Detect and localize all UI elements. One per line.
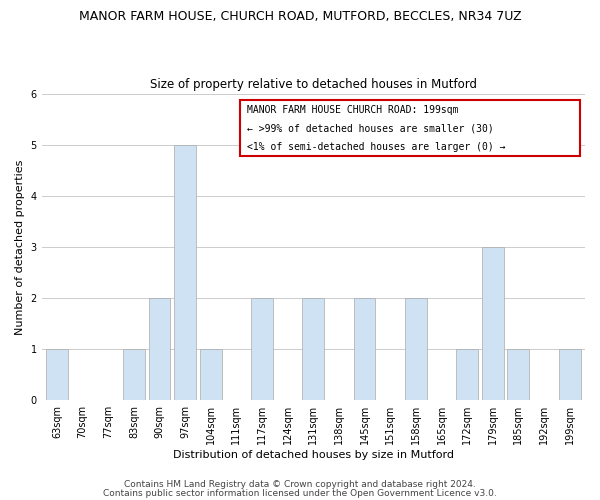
- Title: Size of property relative to detached houses in Mutford: Size of property relative to detached ho…: [150, 78, 477, 91]
- Bar: [123, 349, 145, 400]
- Bar: [174, 144, 196, 400]
- Text: MANOR FARM HOUSE, CHURCH ROAD, MUTFORD, BECCLES, NR34 7UZ: MANOR FARM HOUSE, CHURCH ROAD, MUTFORD, …: [79, 10, 521, 23]
- Bar: [149, 298, 170, 400]
- Bar: [508, 349, 529, 400]
- Bar: [482, 247, 503, 400]
- Bar: [559, 349, 581, 400]
- Text: Contains HM Land Registry data © Crown copyright and database right 2024.: Contains HM Land Registry data © Crown c…: [124, 480, 476, 489]
- X-axis label: Distribution of detached houses by size in Mutford: Distribution of detached houses by size …: [173, 450, 454, 460]
- Bar: [200, 349, 222, 400]
- Bar: [251, 298, 273, 400]
- Bar: [302, 298, 324, 400]
- Bar: [405, 298, 427, 400]
- Text: MANOR FARM HOUSE CHURCH ROAD: 199sqm: MANOR FARM HOUSE CHURCH ROAD: 199sqm: [247, 105, 458, 115]
- FancyBboxPatch shape: [240, 100, 580, 156]
- Bar: [353, 298, 376, 400]
- Y-axis label: Number of detached properties: Number of detached properties: [15, 159, 25, 334]
- Text: ← >99% of detached houses are smaller (30): ← >99% of detached houses are smaller (3…: [247, 124, 493, 134]
- Text: Contains public sector information licensed under the Open Government Licence v3: Contains public sector information licen…: [103, 489, 497, 498]
- Bar: [46, 349, 68, 400]
- Bar: [456, 349, 478, 400]
- Text: <1% of semi-detached houses are larger (0) →: <1% of semi-detached houses are larger (…: [247, 142, 505, 152]
